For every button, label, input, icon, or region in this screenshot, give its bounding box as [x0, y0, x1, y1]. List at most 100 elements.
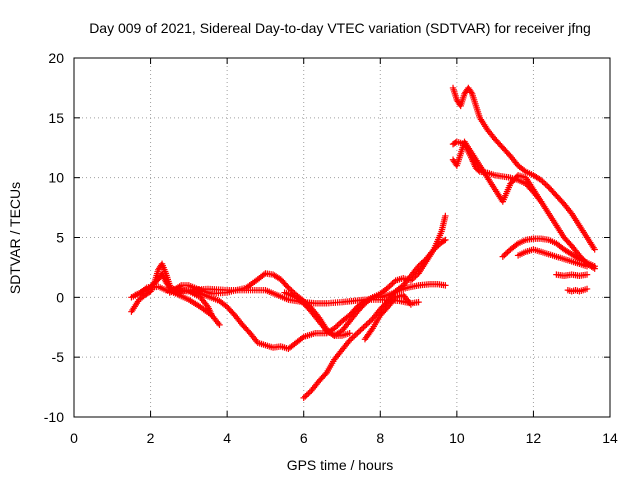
- data-point: [440, 237, 448, 244]
- data-point: [504, 249, 511, 256]
- series-12: [499, 235, 598, 270]
- data-point: [430, 246, 438, 253]
- data-point: [208, 312, 216, 319]
- data-point: [354, 330, 361, 337]
- data-point: [305, 390, 312, 397]
- y-tick-label: 10: [48, 170, 64, 186]
- data-point: [346, 330, 353, 337]
- x-tick-label: 8: [376, 430, 384, 446]
- series-14: [553, 271, 591, 279]
- data-point: [358, 325, 366, 333]
- data-point: [384, 284, 392, 291]
- data-point: [591, 246, 598, 253]
- data-point: [583, 263, 591, 270]
- series-8: [361, 291, 415, 343]
- data-point: [335, 320, 343, 328]
- data-point: [433, 243, 441, 250]
- data-point: [363, 321, 370, 328]
- data-point: [386, 283, 393, 290]
- data-point: [537, 176, 545, 184]
- x-tick-label: 6: [300, 430, 308, 446]
- data-point: [407, 301, 415, 308]
- x-tick-label: 2: [147, 430, 155, 446]
- data-point: [442, 282, 449, 289]
- data-point: [302, 393, 309, 400]
- data-point: [298, 334, 306, 342]
- data-point: [389, 280, 396, 287]
- data-point: [419, 258, 427, 266]
- data-point: [521, 167, 528, 174]
- data-point: [583, 271, 591, 278]
- x-tick-label: 12: [526, 430, 542, 446]
- data-point: [360, 324, 367, 331]
- data-point: [367, 317, 375, 324]
- data-point: [288, 287, 295, 294]
- x-tick-label: 4: [223, 430, 231, 446]
- data-point: [286, 285, 294, 293]
- x-axis-title: GPS time / hours: [287, 457, 394, 473]
- data-point: [537, 198, 545, 205]
- data-marks: [128, 84, 598, 402]
- data-point: [352, 331, 359, 338]
- data-point: [421, 257, 428, 264]
- data-point: [331, 325, 338, 332]
- data-point: [300, 394, 307, 402]
- y-tick-label: 20: [48, 50, 64, 66]
- data-point: [591, 263, 598, 270]
- y-tick-labels: -10 -5 0 5 10 15 20: [44, 50, 64, 425]
- data-point: [355, 328, 363, 335]
- data-point: [542, 181, 549, 188]
- y-tick-label: -5: [52, 349, 65, 365]
- data-point: [361, 322, 369, 330]
- data-point: [387, 281, 395, 289]
- data-point: [435, 241, 442, 249]
- data-point: [499, 253, 506, 260]
- data-point: [415, 298, 422, 306]
- data-point: [351, 332, 358, 340]
- data-point: [347, 335, 355, 343]
- data-point: [583, 285, 591, 293]
- data-point: [260, 271, 268, 278]
- data-point: [442, 212, 449, 220]
- series-9: [449, 84, 598, 253]
- data-point: [364, 319, 372, 327]
- data-point: [216, 321, 223, 329]
- data-point: [513, 241, 520, 248]
- data-point: [285, 284, 292, 291]
- data-point: [540, 179, 548, 187]
- data-point: [366, 318, 373, 325]
- data-point: [418, 260, 425, 267]
- axis-ticks: [73, 57, 611, 418]
- data-point: [332, 323, 340, 331]
- data-point: [357, 327, 364, 334]
- data-point: [416, 261, 424, 268]
- data-point: [539, 178, 546, 185]
- data-point: [334, 322, 341, 329]
- data-point: [468, 89, 475, 96]
- grid-lines: [74, 58, 610, 417]
- series-15: [564, 285, 591, 295]
- y-tick-label: 5: [56, 230, 64, 246]
- data-point: [283, 283, 291, 290]
- data-point: [544, 182, 551, 190]
- data-point: [398, 283, 405, 290]
- y-tick-label: 0: [56, 289, 64, 305]
- data-point: [415, 263, 422, 270]
- series-6: [281, 212, 449, 339]
- y-tick-label: -10: [44, 409, 64, 425]
- data-point: [367, 295, 375, 302]
- chart-title: Day 009 of 2021, Sidereal Day-to-day VTE…: [89, 20, 591, 36]
- data-point: [390, 278, 398, 286]
- x-tick-labels: 0 2 4 6 8 10 12 14: [70, 430, 618, 446]
- data-point: [306, 388, 314, 396]
- y-axis-title: SDTVAR / TECUs: [7, 182, 23, 294]
- data-point: [442, 236, 449, 244]
- x-tick-label: 0: [70, 430, 78, 446]
- data-point: [349, 334, 356, 341]
- data-point: [432, 244, 439, 252]
- series-13: [514, 246, 591, 270]
- series-11: [449, 138, 545, 205]
- x-tick-label: 10: [449, 430, 465, 446]
- data-point: [303, 391, 310, 399]
